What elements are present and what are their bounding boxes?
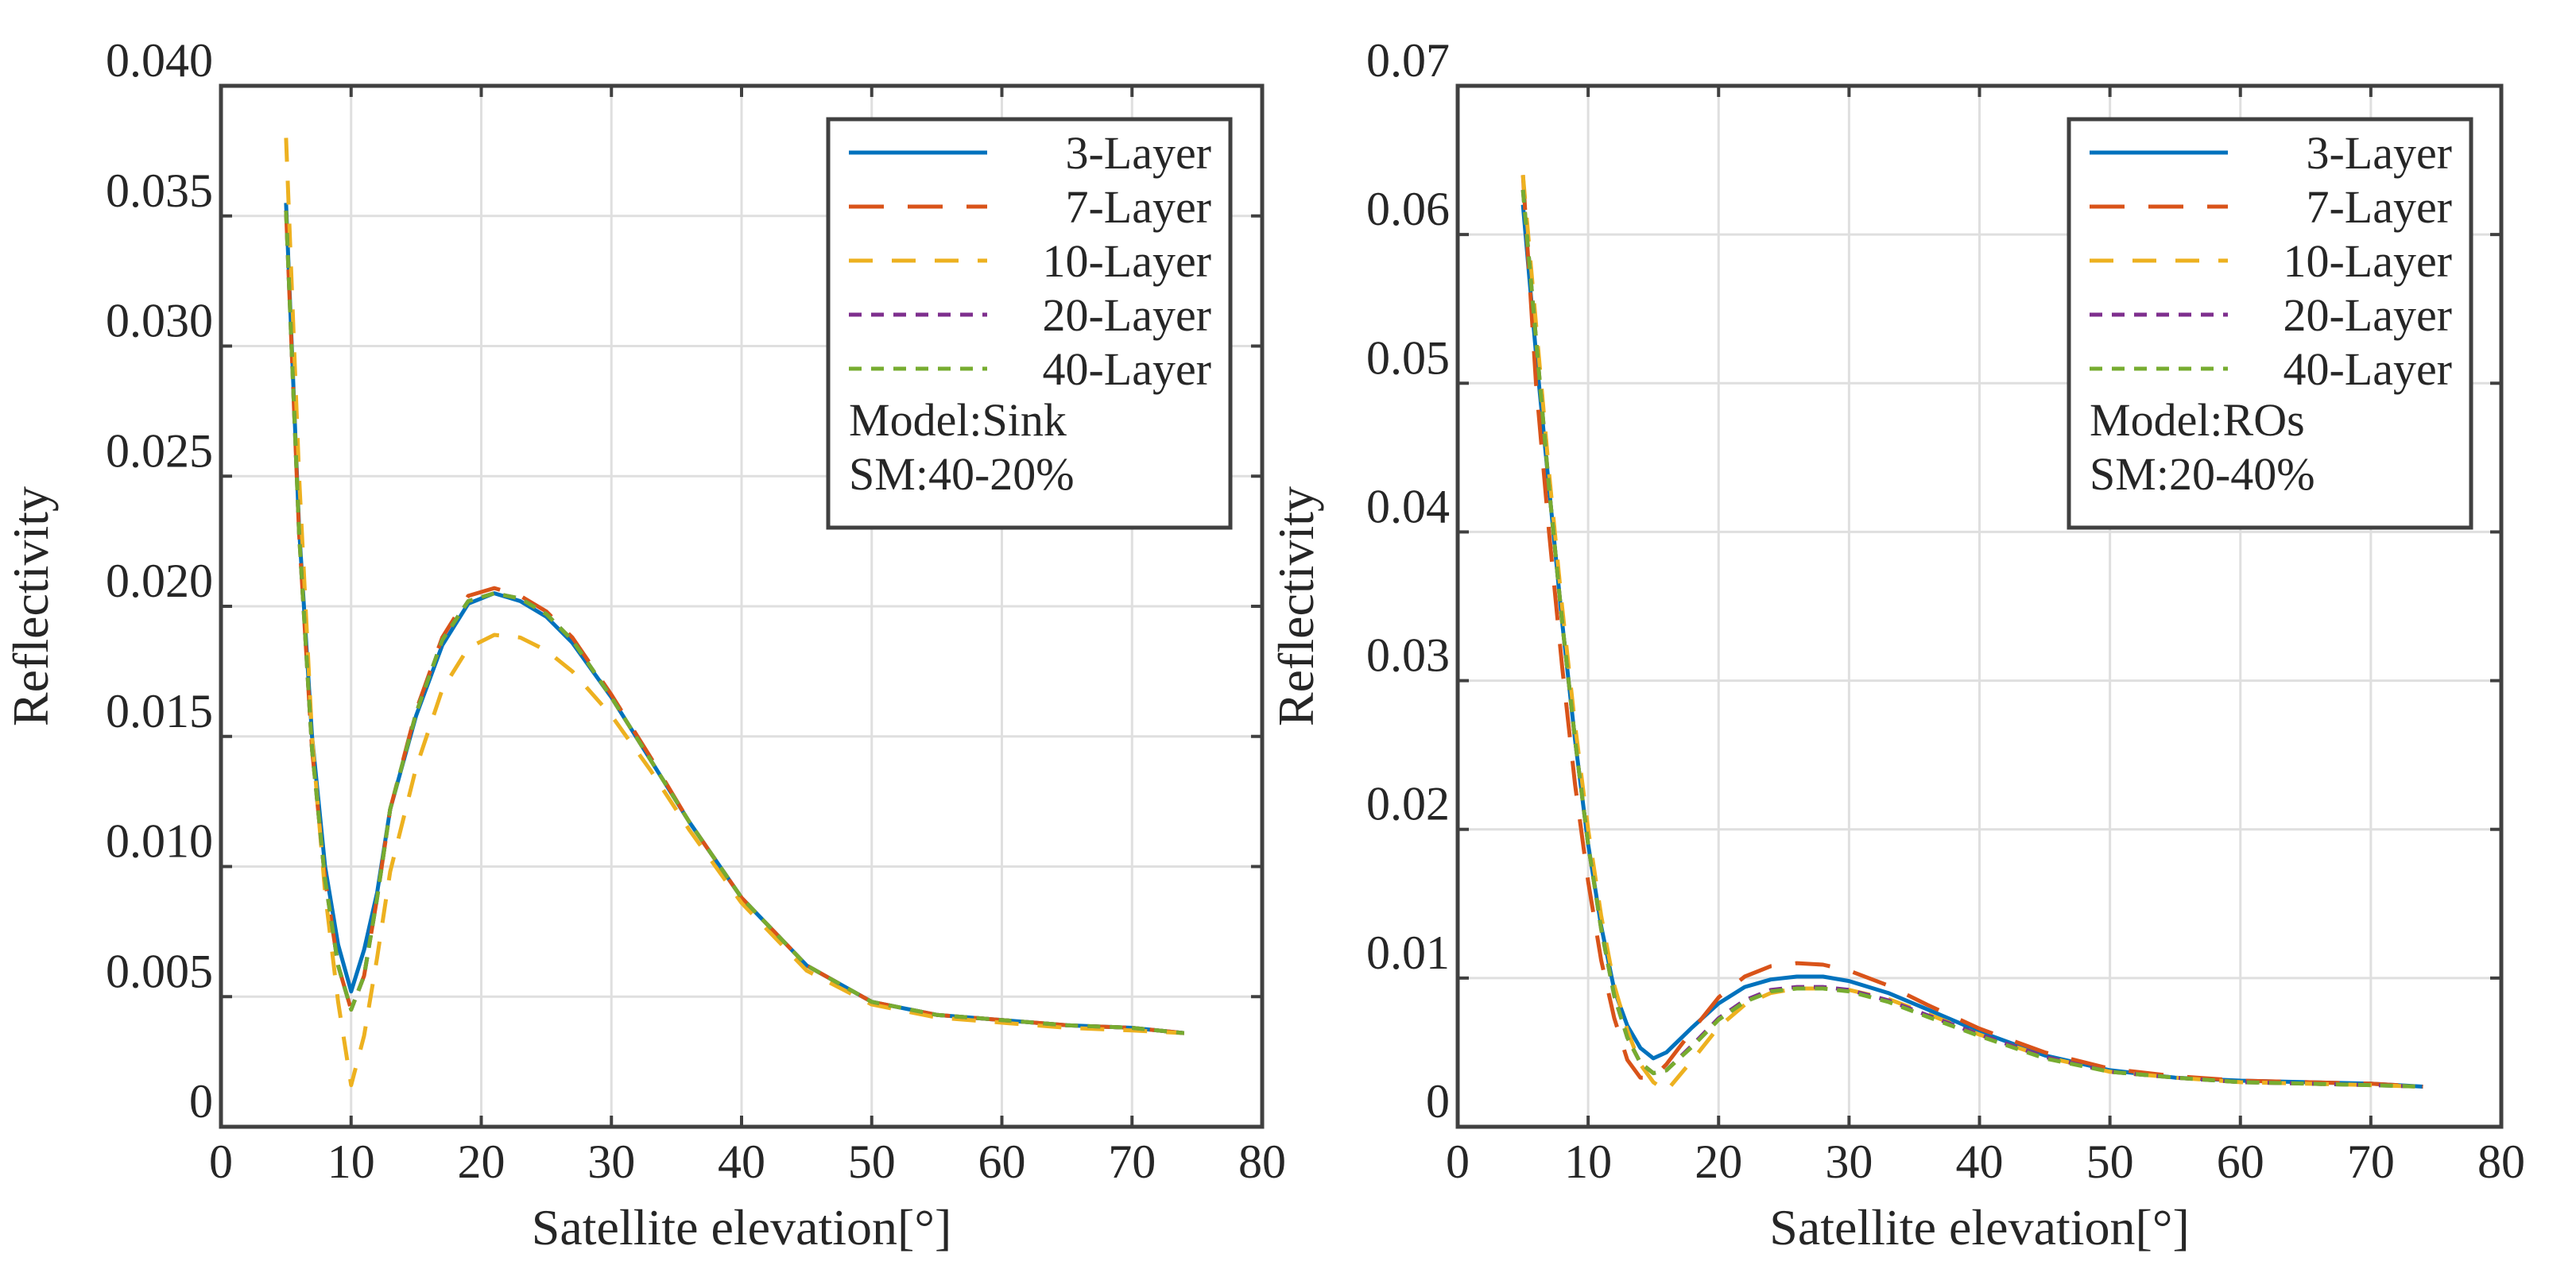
y-tick-label: 0.030 bbox=[106, 295, 213, 347]
legend-box bbox=[2067, 117, 2473, 530]
annotation-1: SM:20-40% bbox=[2090, 448, 2315, 500]
legend: 3-Layer7-Layer10-Layer20-Layer40-LayerMo… bbox=[2067, 117, 2473, 530]
series-line-10-Layer bbox=[284, 137, 1184, 1088]
x-tick-label: 10 bbox=[327, 1136, 375, 1188]
legend-label-20-Layer: 20-Layer bbox=[1042, 289, 1211, 341]
y-tick-label: 0.06 bbox=[1366, 183, 1450, 235]
legend-label-3-Layer: 3-Layer bbox=[1065, 127, 1211, 179]
y-axis-label: Reflectivity bbox=[2, 486, 59, 726]
series-line-7-Layer bbox=[1520, 175, 2423, 1089]
y-tick-label: 0.035 bbox=[106, 164, 213, 217]
x-tick-label: 20 bbox=[1695, 1136, 1742, 1188]
y-tick-label: 0.010 bbox=[106, 815, 213, 868]
x-tick-label: 80 bbox=[2477, 1136, 2525, 1188]
y-tick-label: 0 bbox=[1426, 1075, 1450, 1128]
x-tick-label: 50 bbox=[2086, 1136, 2134, 1188]
y-tick-label: 0.07 bbox=[1366, 34, 1450, 87]
y-tick-label: 0.005 bbox=[106, 945, 213, 997]
legend-label-7-Layer: 7-Layer bbox=[1065, 181, 1211, 233]
legend-label-20-Layer: 20-Layer bbox=[2283, 289, 2452, 341]
y-tick-label: 0.01 bbox=[1366, 927, 1450, 979]
y-tick-label: 0.040 bbox=[106, 34, 213, 87]
x-tick-label: 60 bbox=[978, 1136, 1026, 1188]
x-tick-label: 0 bbox=[209, 1136, 233, 1188]
series-line-7-Layer bbox=[284, 211, 1185, 1035]
y-tick-label: 0.02 bbox=[1366, 778, 1450, 830]
legend-label-10-Layer: 10-Layer bbox=[1042, 235, 1211, 287]
x-tick-label: 70 bbox=[1108, 1136, 1156, 1188]
chart-1: 0 10 20 30 40 50 60 70 80 0 0.01 0.02 0.03 0.04 0.05 0.… bbox=[1268, 34, 2525, 1255]
x-tick-label: 30 bbox=[587, 1136, 635, 1188]
legend-label-7-Layer: 7-Layer bbox=[2306, 181, 2452, 233]
annotation-1: SM:40-20% bbox=[849, 448, 1075, 500]
y-tick-label: 0.05 bbox=[1366, 331, 1450, 384]
annotation-0: Model:ROs bbox=[2090, 394, 2305, 446]
x-tick-label: 40 bbox=[1956, 1136, 2004, 1188]
x-tick-label: 80 bbox=[1238, 1136, 1286, 1188]
x-axis-label: Satellite elevation[°] bbox=[1769, 1199, 2190, 1255]
y-tick-label: 0.020 bbox=[106, 555, 213, 607]
y-tick-label: 0.03 bbox=[1366, 629, 1450, 682]
annotation-0: Model:Sink bbox=[849, 394, 1067, 446]
legend-box bbox=[826, 117, 1233, 530]
x-tick-label: 70 bbox=[2347, 1136, 2395, 1188]
legend-label-10-Layer: 10-Layer bbox=[2283, 235, 2452, 287]
y-tick-label: 0 bbox=[189, 1075, 213, 1128]
x-axis-label: Satellite elevation[°] bbox=[532, 1199, 952, 1255]
x-tick-label: 50 bbox=[848, 1136, 896, 1188]
chart-0: 0 10 20 30 40 50 60 70 80 0 0.005 0.010 0.015 0.020 0.… bbox=[2, 34, 1286, 1255]
y-axis-label: Reflectivity bbox=[1268, 486, 1324, 726]
legend-label-40-Layer: 40-Layer bbox=[2283, 343, 2452, 395]
x-tick-label: 40 bbox=[718, 1136, 765, 1188]
x-tick-label: 10 bbox=[1564, 1136, 1612, 1188]
legend-label-40-Layer: 40-Layer bbox=[1042, 343, 1211, 395]
series-line-40-Layer bbox=[284, 211, 1185, 1035]
x-tick-label: 20 bbox=[458, 1136, 506, 1188]
y-tick-label: 0.04 bbox=[1366, 480, 1450, 532]
legend-label-3-Layer: 3-Layer bbox=[2306, 127, 2452, 179]
y-tick-label: 0.015 bbox=[106, 685, 213, 737]
x-tick-label: 30 bbox=[1825, 1136, 1873, 1188]
x-tick-label: 0 bbox=[1446, 1136, 1470, 1188]
legend: 3-Layer7-Layer10-Layer20-Layer40-LayerMo… bbox=[826, 117, 1233, 530]
y-tick-label: 0.025 bbox=[106, 424, 213, 477]
x-tick-label: 60 bbox=[2217, 1136, 2264, 1188]
